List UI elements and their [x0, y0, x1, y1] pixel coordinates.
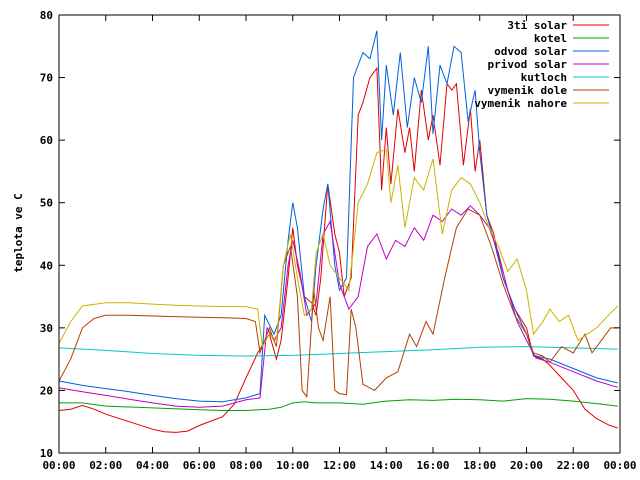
x-tick-label: 10:00	[276, 459, 309, 472]
x-tick-label: 12:00	[323, 459, 356, 472]
y-tick-label: 20	[40, 384, 53, 397]
x-tick-label: 20:00	[510, 459, 543, 472]
legend-label: kotel	[534, 32, 567, 45]
legend-label: odvod solar	[494, 45, 567, 58]
y-tick-label: 60	[40, 134, 53, 147]
x-tick-label: 18:00	[463, 459, 496, 472]
series-line-vymenik-nahore	[58, 148, 619, 349]
x-tick-label: 04:00	[136, 459, 169, 472]
legend-label: vymenik nahore	[474, 97, 567, 110]
series-line-kutloch	[58, 346, 618, 357]
legend-label: privod solar	[488, 58, 568, 71]
y-tick-label: 40	[40, 259, 53, 272]
series-line-privod-solar	[58, 205, 618, 408]
series-line-odvod-solar	[58, 30, 618, 403]
series-line-kotel	[59, 398, 618, 411]
y-tick-label: 50	[40, 197, 53, 210]
y-tick-label: 70	[40, 72, 53, 85]
legend-label: 3ti solar	[507, 19, 567, 32]
legend-label: vymenik dole	[488, 84, 568, 97]
series-line-vymenik-dole	[58, 208, 618, 399]
x-tick-label: 16:00	[416, 459, 449, 472]
x-tick-label: 06:00	[183, 459, 216, 472]
x-tick-label: 14:00	[370, 459, 403, 472]
legend-label: kutloch	[521, 71, 567, 84]
plot-content	[58, 30, 619, 433]
x-tick-label: 00:00	[42, 459, 75, 472]
x-tick-label: 00:00	[603, 459, 636, 472]
x-tick-label: 22:00	[557, 459, 590, 472]
y-axis-label: teplota ve C	[12, 193, 25, 272]
y-tick-label: 30	[40, 322, 53, 335]
series-line-3ti-solar	[58, 66, 618, 433]
x-tick-label: 08:00	[229, 459, 262, 472]
axes: 10 20 30 40 50 60 70 80 00:00 02:00 04:00 06:00 08:0…	[40, 9, 637, 472]
y-tick-label: 80	[40, 9, 53, 22]
y-tick-label: 10	[40, 447, 53, 460]
x-tick-label: 02:00	[89, 459, 122, 472]
